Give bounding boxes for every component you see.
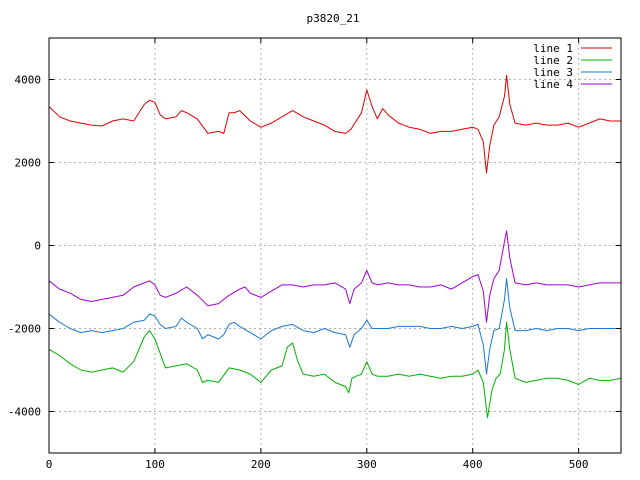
x-tick-label: 500 [569, 458, 589, 471]
grid [49, 38, 621, 453]
y-tick-label: -2000 [8, 323, 41, 336]
x-tick-label: 0 [46, 458, 53, 471]
x-tick-label: 100 [145, 458, 165, 471]
x-tick-label: 200 [251, 458, 271, 471]
x-tick-label: 400 [463, 458, 483, 471]
series-layer [48, 74, 622, 419]
series-2-line [48, 321, 622, 419]
legend-label: line 2 [533, 54, 573, 67]
series-4-line [48, 230, 621, 323]
y-tick-label: 2000 [15, 157, 42, 170]
legend-label: line 1 [533, 42, 573, 55]
legend-label: line 3 [533, 66, 573, 79]
y-tick-label: 0 [34, 240, 41, 253]
series-3-line [48, 278, 621, 375]
legend-label: line 4 [533, 78, 573, 91]
x-tick-label: 300 [357, 458, 377, 471]
series-1-line [48, 74, 621, 174]
chart-title: p3820_21 [307, 12, 360, 25]
y-tick-label: -4000 [8, 406, 41, 419]
ticks: 0 100 200 300 400 500 -4000 -2000 0 2000 4000 [8, 38, 621, 471]
y-tick-label: 4000 [15, 74, 42, 87]
